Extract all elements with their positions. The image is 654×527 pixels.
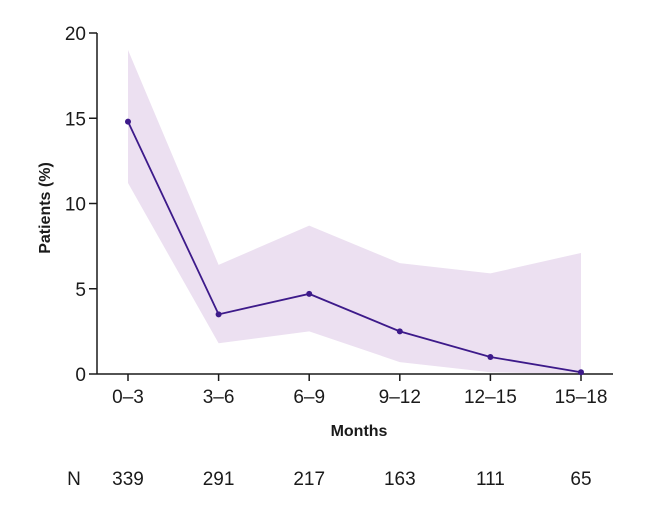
y-ticks: 0 5 10 15 20 [65, 24, 97, 386]
x-tick-label: 0–3 [112, 387, 144, 408]
n-row: N 339 291 217 163 111 65 [67, 469, 591, 490]
y-tick-label: 5 [75, 280, 86, 301]
x-tick-label: 12–15 [464, 387, 517, 408]
x-axis-title: Months [331, 423, 388, 440]
y-tick-label: 10 [65, 195, 86, 216]
confidence-band [128, 50, 581, 375]
y-tick-label: 20 [65, 24, 86, 45]
n-value: 65 [570, 469, 591, 490]
data-point [306, 290, 313, 297]
series-line [127, 121, 582, 374]
n-value: 163 [384, 469, 416, 490]
n-value: 339 [112, 469, 144, 490]
x-tick-label: 9–12 [379, 387, 421, 408]
n-value: 291 [203, 469, 235, 490]
data-point [487, 353, 494, 360]
y-axis-title: Patients (%) [37, 162, 54, 254]
y-tick-label: 15 [65, 109, 86, 130]
n-value: 217 [293, 469, 325, 490]
x-tick-label: 3–6 [203, 387, 235, 408]
x-tick-label: 15–18 [555, 387, 608, 408]
data-point [215, 311, 222, 318]
n-value: 111 [476, 469, 505, 490]
data-point [396, 328, 403, 335]
x-ticks: 0–3 3–6 6–9 9–12 12–15 15–18 [112, 374, 607, 408]
series-points [125, 118, 584, 376]
n-row-label: N [67, 469, 81, 490]
data-point [125, 118, 131, 125]
x-tick-label: 6–9 [293, 387, 325, 408]
y-tick-label: 0 [75, 365, 86, 386]
series-line-layer [127, 121, 582, 374]
confidence-band-layer [128, 50, 581, 375]
data-point [578, 369, 584, 376]
